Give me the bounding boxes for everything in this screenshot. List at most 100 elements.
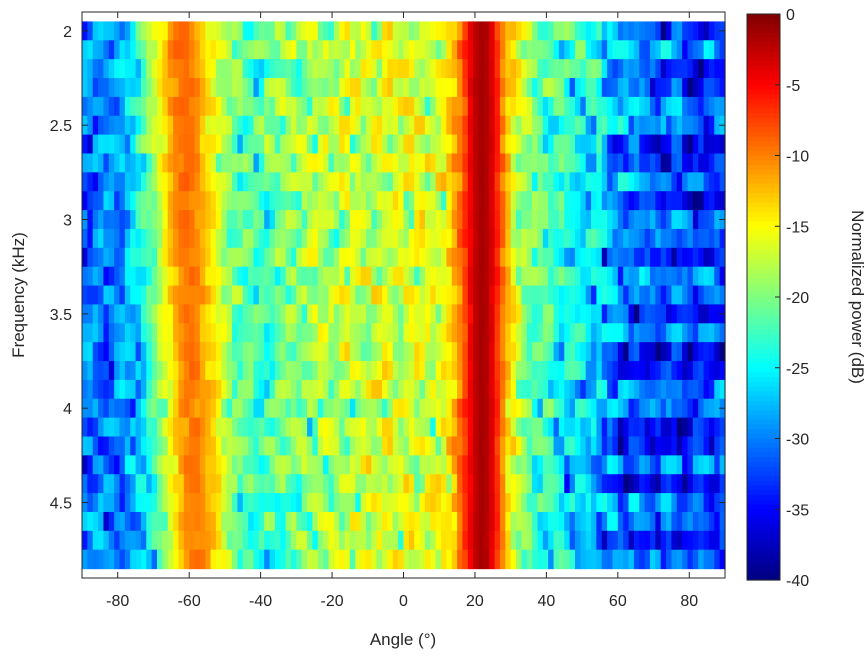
heatmap-cell (392, 78, 399, 98)
heatmap-cell (494, 96, 501, 117)
heatmap-cell (483, 361, 490, 381)
heatmap-cell (365, 21, 372, 41)
heatmap-cell (682, 59, 689, 79)
heatmap-cell (580, 436, 587, 456)
heatmap-cell (178, 417, 185, 438)
heatmap-cell (162, 417, 169, 438)
heatmap-cell (542, 59, 549, 79)
heatmap-cell (398, 398, 405, 419)
heatmap-cell (574, 304, 581, 324)
heatmap-cell (703, 342, 710, 362)
heatmap-cell (698, 59, 705, 79)
heatmap-cell (708, 285, 715, 306)
heatmap-cell (226, 40, 233, 60)
heatmap-cell (210, 247, 217, 268)
heatmap-cell (87, 342, 94, 362)
heatmap-cell (698, 96, 705, 117)
heatmap-cell (226, 191, 233, 211)
heatmap-cell (376, 530, 383, 551)
heatmap-cell (698, 285, 705, 306)
heatmap-cell (585, 493, 592, 513)
colorbar-segment (747, 400, 780, 407)
heatmap-cell (510, 96, 517, 117)
heatmap-cell (140, 210, 147, 230)
heatmap-cell (167, 342, 174, 362)
heatmap-cell (146, 96, 153, 117)
heatmap-cell (462, 530, 469, 551)
heatmap-cell (596, 474, 603, 494)
heatmap-cell (617, 323, 624, 343)
heatmap-cell (601, 379, 608, 400)
heatmap-cell (307, 40, 314, 60)
heatmap-cell (360, 417, 367, 438)
colorbar-segment (747, 471, 780, 477)
heatmap-cell (419, 398, 426, 419)
heatmap-cell (387, 417, 394, 438)
heatmap-cell (248, 228, 255, 249)
heatmap-cell (103, 511, 110, 532)
heatmap-cell (365, 247, 372, 268)
heatmap-cell (253, 342, 260, 362)
heatmap-cell (215, 304, 222, 324)
heatmap-cell (639, 134, 646, 155)
heatmap-cell (483, 455, 490, 475)
heatmap-cell (349, 511, 356, 532)
heatmap-cell (87, 361, 94, 381)
heatmap-cell (124, 511, 131, 532)
heatmap-cell (516, 78, 522, 98)
heatmap-cell (558, 210, 565, 230)
heatmap-cell (226, 228, 233, 249)
heatmap-cell (92, 78, 99, 98)
heatmap-cell (698, 474, 705, 494)
heatmap-cell (237, 266, 244, 287)
heatmap-cell (371, 285, 378, 306)
heatmap-cell (414, 323, 421, 343)
heatmap-cell (467, 210, 474, 230)
heatmap-cell (392, 40, 399, 60)
colorbar-segment (747, 259, 780, 265)
heatmap-cell (232, 549, 238, 570)
heatmap-cell (542, 379, 549, 400)
heatmap-cell (462, 21, 469, 41)
colorbar-segment (747, 240, 780, 246)
heatmap-cell (333, 361, 340, 381)
heatmap-cell (199, 323, 206, 343)
heatmap-cell (676, 417, 683, 438)
heatmap-cell (285, 285, 292, 306)
heatmap-cell (430, 266, 437, 287)
heatmap-cell (692, 40, 699, 60)
heatmap-cell (601, 285, 608, 306)
heatmap-cell (708, 342, 715, 362)
heatmap-cell (344, 191, 351, 211)
heatmap-cell (478, 304, 485, 324)
heatmap-cell (398, 228, 405, 249)
heatmap-cell (355, 285, 362, 306)
heatmap-cell (698, 78, 705, 98)
heatmap-cell (521, 474, 528, 494)
heatmap-cell (355, 493, 362, 513)
heatmap-cell (553, 474, 560, 494)
heatmap-cell (285, 549, 292, 570)
heatmap-cell (607, 228, 614, 249)
heatmap-cell (355, 172, 362, 192)
heatmap-cell (194, 134, 201, 155)
heatmap-cell (687, 172, 694, 192)
heatmap-cell (446, 59, 453, 79)
heatmap-cell (478, 511, 485, 532)
heatmap-cell (633, 134, 640, 155)
heatmap-cell (103, 134, 110, 155)
heatmap-cell (205, 417, 212, 438)
heatmap-cell (242, 455, 249, 475)
colorbar-segment (747, 122, 780, 128)
heatmap-cell (526, 474, 533, 494)
heatmap-cell (553, 361, 560, 381)
heatmap-cell (499, 172, 506, 192)
heatmap-cell (644, 304, 651, 324)
heatmap-cell (167, 511, 174, 532)
heatmap-cell (526, 361, 533, 381)
colorbar-segment (747, 306, 780, 312)
heatmap-cell (371, 134, 378, 155)
heatmap-cell (365, 436, 372, 456)
heatmap-cell (660, 134, 667, 155)
heatmap-cell (424, 342, 431, 362)
